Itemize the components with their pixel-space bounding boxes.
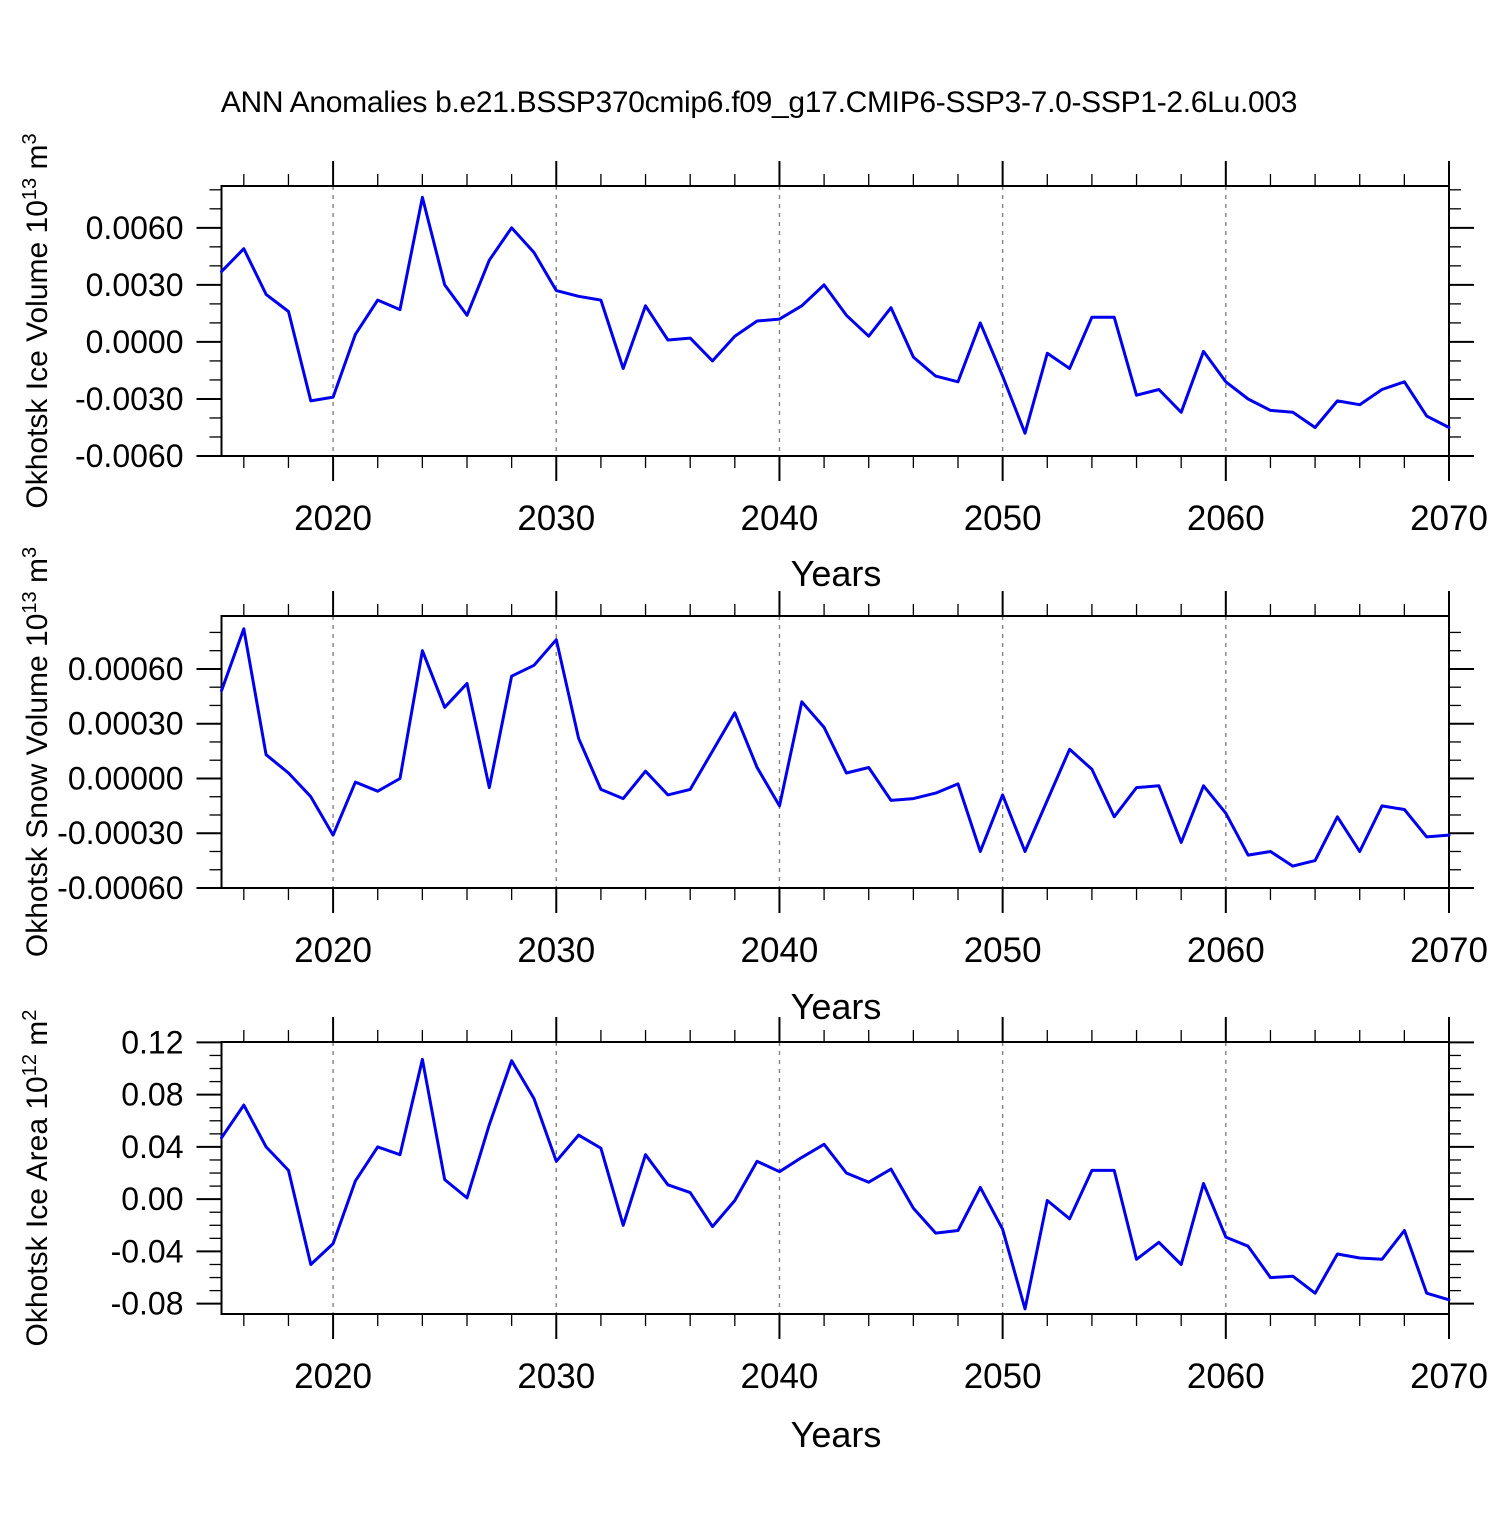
y-tick-label: 0.00030 <box>68 706 184 742</box>
x-tick-label: 2050 <box>964 931 1042 970</box>
data-line-okhotsk-ice-area <box>220 1057 1451 1311</box>
x-tick-label: 2050 <box>964 499 1042 538</box>
plot-frame <box>220 615 1450 889</box>
y-tick-label: 0.00000 <box>68 760 184 796</box>
x-tick-label: 2030 <box>517 1357 595 1396</box>
y-axis-title-exponent: 13 <box>19 591 41 614</box>
y-axis-title-unit-exponent: 3 <box>19 133 41 145</box>
y-tick-label: 0.00 <box>121 1181 183 1217</box>
x-tick-label: 2040 <box>741 931 819 970</box>
x-axis-title: Years <box>790 553 882 594</box>
x-tick-label: 2060 <box>1187 499 1265 538</box>
y-tick-label: -0.00030 <box>57 815 183 851</box>
x-tick-label: 2060 <box>1187 931 1265 970</box>
data-line-okhotsk-ice-volume <box>220 195 1451 435</box>
y-axis-title-unit: m <box>21 144 54 178</box>
x-axis-title: Years <box>790 1414 882 1455</box>
y-tick-label: 0.08 <box>121 1077 183 1113</box>
data-line-okhotsk-snow-volume <box>220 627 1451 868</box>
x-tick-label: 2070 <box>1410 499 1488 538</box>
x-axis-title: Years <box>790 986 882 1027</box>
x-tick-label: 2040 <box>741 499 819 538</box>
y-tick-label: -0.0030 <box>75 381 184 417</box>
x-tick-label: 2040 <box>741 1357 819 1396</box>
y-axis-title-unit-exponent: 3 <box>19 546 41 559</box>
y-tick-label: -0.0060 <box>75 438 184 474</box>
x-tick-label: 2020 <box>294 1357 372 1396</box>
y-tick-label: 0.12 <box>121 1024 183 1060</box>
x-tick-label: 2050 <box>964 1357 1042 1396</box>
y-tick-label: -0.08 <box>111 1286 184 1322</box>
y-tick-label: 0.04 <box>121 1129 183 1165</box>
chart-title: ANN Anomalies b.e21.BSSP370cmip6.f09_g17… <box>220 86 1298 119</box>
y-tick-label: 0.00060 <box>68 651 184 687</box>
y-axis-title-text: Okhotsk Ice Area 10 <box>21 1076 54 1347</box>
x-tick-label: 2020 <box>294 499 372 538</box>
y-axis-title-exponent: 12 <box>19 1054 41 1077</box>
x-tick-label: 2030 <box>517 499 595 538</box>
y-axis-title-ice-area: Okhotsk Ice Area 1012 m2 <box>10 828 54 1528</box>
x-tick-label: 2030 <box>517 931 595 970</box>
y-tick-label: -0.04 <box>111 1233 184 1269</box>
y-axis-title-unit: m <box>21 558 54 592</box>
y-tick-label: 0.0000 <box>86 324 184 360</box>
x-tick-label: 2020 <box>294 931 372 970</box>
x-tick-label: 2070 <box>1410 931 1488 970</box>
y-axis-title-unit: m <box>21 1020 54 1055</box>
x-tick-label: 2070 <box>1410 1357 1488 1396</box>
y-axis-title-unit-exponent: 2 <box>19 1009 41 1021</box>
plot-frame <box>220 1041 1450 1315</box>
y-tick-label: -0.00060 <box>57 870 183 906</box>
y-tick-label: 0.0030 <box>86 267 184 303</box>
plot-frame <box>220 185 1450 457</box>
y-axis-title-exponent: 13 <box>19 177 41 201</box>
y-tick-label: 0.0060 <box>86 210 184 246</box>
x-tick-label: 2060 <box>1187 1357 1265 1396</box>
